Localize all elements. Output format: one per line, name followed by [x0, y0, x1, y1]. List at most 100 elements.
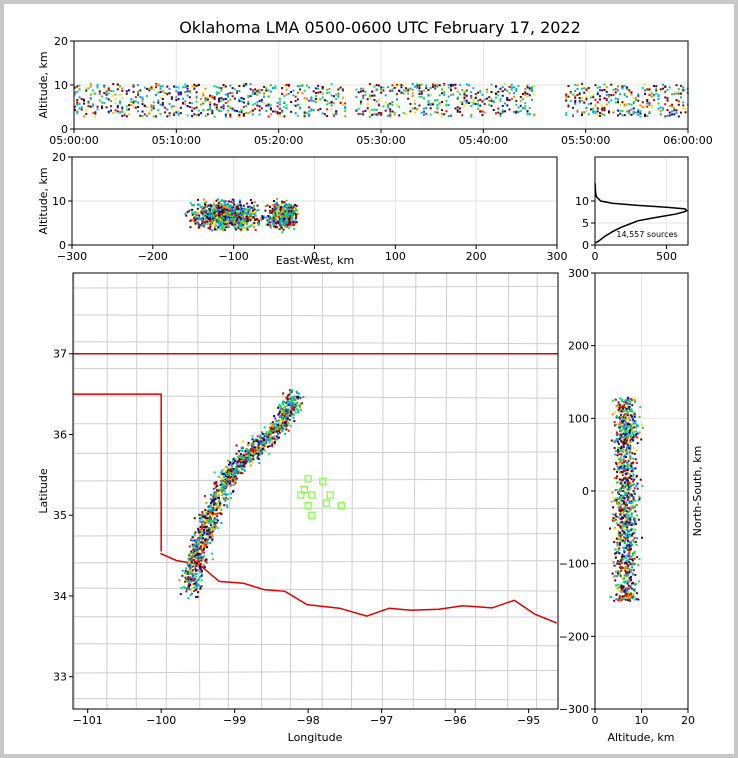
time-height-source: [161, 98, 164, 101]
time-height-source: [643, 89, 646, 92]
time-height-source: [671, 110, 674, 113]
plan-view-source: [209, 520, 212, 523]
plan-view-source: [288, 414, 291, 417]
time-height-source: [625, 95, 628, 98]
plan-view-source: [188, 582, 191, 585]
north-south-source: [618, 458, 621, 461]
time-height-source: [128, 113, 131, 116]
time-height-xtick: 05:40:00: [459, 134, 508, 147]
time-height-source: [116, 83, 119, 86]
north-south-source: [618, 523, 621, 526]
plan-view-source: [296, 401, 299, 404]
plan-view-source: [204, 515, 207, 518]
plan-view-source: [220, 471, 223, 474]
plan-view-source: [252, 450, 255, 453]
plan-view-source: [216, 515, 219, 518]
plan-view-source: [234, 479, 237, 482]
plan-view-source: [242, 452, 245, 455]
plan-view-source: [279, 419, 282, 422]
east-west-xlabel: East-West, km: [276, 254, 354, 267]
lma-station: [304, 501, 312, 510]
plan-view-source: [200, 530, 203, 533]
north-south-source: [634, 506, 637, 509]
plan-view-source: [196, 543, 199, 546]
east-west-source: [250, 212, 253, 215]
plan-view-source: [194, 557, 197, 560]
plan-view-source: [190, 564, 193, 567]
east-west-source: [205, 217, 208, 220]
time-height-source: [607, 101, 610, 104]
east-west-source: [238, 227, 241, 230]
plan-view-source: [185, 567, 188, 570]
east-west-source: [226, 220, 229, 223]
time-height-source: [218, 92, 221, 95]
plan-view-source: [202, 515, 205, 518]
time-height-source: [220, 97, 223, 100]
time-height-source: [476, 107, 479, 110]
plan-view-source: [283, 417, 286, 420]
time-height-source: [301, 84, 304, 87]
time-height-source: [664, 115, 667, 118]
east-west-source: [284, 206, 287, 209]
time-height-source: [292, 89, 295, 92]
time-height-source: [499, 87, 502, 90]
time-height-source: [269, 113, 272, 116]
east-west-source: [245, 202, 248, 205]
time-height-source: [470, 91, 473, 94]
time-height-source: [157, 83, 160, 86]
east-west-source: [244, 218, 247, 221]
plan-view-source: [291, 402, 294, 405]
east-west-source: [224, 205, 227, 208]
east-west-source: [245, 210, 248, 213]
time-height-source: [422, 89, 425, 92]
time-height-source: [463, 93, 466, 96]
east-west-source: [202, 213, 205, 216]
plan-view-source: [220, 492, 223, 495]
time-height-source: [494, 91, 497, 94]
time-height-source: [395, 83, 398, 86]
time-height-source: [152, 115, 155, 118]
time-height-source: [362, 94, 365, 97]
time-height-source: [391, 84, 394, 87]
east-west-source: [238, 205, 241, 208]
north-south-source: [622, 433, 625, 436]
plan-view-source: [230, 472, 233, 475]
north-south-source: [619, 521, 622, 524]
time-height-source: [87, 100, 90, 103]
east-west-source: [277, 214, 280, 217]
time-height-source: [603, 106, 606, 109]
time-height-source: [398, 83, 401, 86]
time-height-source: [242, 112, 245, 115]
plan-view-source: [234, 475, 237, 478]
plan-view-source: [214, 501, 217, 504]
time-height-source: [389, 115, 392, 118]
time-height-source: [116, 110, 119, 113]
plan-view-source: [213, 513, 216, 516]
east-west-source: [288, 223, 291, 226]
north-south-source: [614, 518, 617, 521]
plan-view-source: [270, 422, 273, 425]
time-height-source: [83, 99, 86, 102]
time-height-source: [251, 109, 254, 112]
time-height-source: [438, 103, 441, 106]
time-height-source: [85, 87, 88, 90]
time-height-source: [326, 100, 329, 103]
time-height-source: [680, 111, 683, 114]
time-height-source: [76, 99, 79, 102]
plan-view-source: [255, 452, 258, 455]
east-west-source: [238, 224, 241, 227]
plan-view-source: [202, 557, 205, 560]
north-south-source: [617, 569, 620, 572]
north-south-source: [628, 553, 631, 556]
time-height-source: [567, 104, 570, 107]
east-west-source: [285, 218, 288, 221]
time-height-source: [249, 110, 252, 113]
time-height-source: [305, 97, 308, 100]
time-height-source: [501, 111, 504, 114]
time-height-source: [87, 105, 90, 108]
time-height-source: [625, 104, 628, 107]
state-border-panhandle: [73, 393, 162, 552]
plan-view-source: [276, 438, 279, 441]
east-west-source: [204, 203, 207, 206]
east-west-source: [222, 200, 225, 203]
